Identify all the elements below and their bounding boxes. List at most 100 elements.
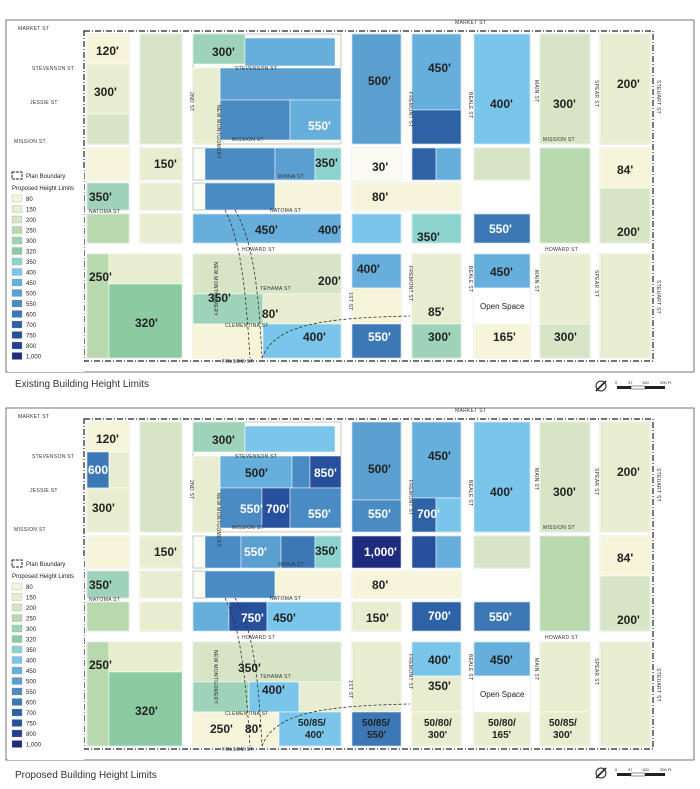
street-label: MAIN ST bbox=[533, 270, 539, 292]
open-space-label: Open Space bbox=[480, 690, 525, 699]
north-arrow-icon bbox=[595, 380, 607, 392]
legend-label: 750 bbox=[26, 334, 37, 340]
street-label: MAIN ST bbox=[533, 468, 539, 490]
height-label: 400' bbox=[490, 485, 513, 499]
legend: Plan Boundary Proposed Height Limits 80 1… bbox=[8, 168, 84, 372]
street-label: 1ST ST bbox=[347, 292, 353, 311]
street-label: 2ND ST bbox=[188, 92, 194, 112]
height-label: 450' bbox=[273, 611, 296, 625]
height-label: 80' bbox=[245, 722, 261, 736]
height-label: 350' bbox=[208, 291, 231, 305]
height-label: 700' bbox=[266, 502, 289, 516]
height-label: 165' bbox=[493, 330, 516, 344]
legend-label: 400 bbox=[26, 271, 37, 277]
height-label: 300' bbox=[92, 501, 115, 515]
height-label: 350' bbox=[238, 661, 261, 675]
street-label: STEUART ST bbox=[655, 80, 661, 114]
legend-label: 600 bbox=[26, 313, 37, 319]
legend-label: 800 bbox=[26, 344, 37, 350]
street-label: MISSION ST bbox=[232, 525, 264, 531]
height-label: 250' bbox=[89, 270, 112, 284]
legend-swatch bbox=[11, 352, 23, 360]
street-label: NATOMA ST bbox=[89, 597, 120, 603]
legend-items: 80 150 200 250 300 320 350 400 450 500 550 600 700 75… bbox=[11, 194, 42, 361]
street-label: NEW MONTGOMERY bbox=[212, 650, 218, 704]
height-label: 50/85/ bbox=[298, 718, 326, 729]
legend-swatch bbox=[11, 194, 23, 203]
legend-swatch bbox=[11, 226, 23, 234]
scale-bar: 0 37 100 200 Ft bbox=[615, 767, 672, 777]
height-label: 50/80/ bbox=[488, 718, 516, 729]
legend: Plan Boundary Proposed Height Limits 80 1… bbox=[8, 556, 84, 760]
street-label: MISSION ST bbox=[14, 527, 46, 533]
height-label: 165' bbox=[492, 730, 511, 741]
legend-label: 800 bbox=[26, 732, 37, 738]
legend-swatch bbox=[11, 278, 23, 287]
street-label: NATOMA ST bbox=[270, 596, 301, 602]
street-label: 2ND ST bbox=[188, 480, 194, 500]
height-label: 200' bbox=[617, 465, 640, 479]
height-label: 450' bbox=[490, 653, 513, 667]
height-label: 400' bbox=[357, 262, 380, 276]
height-label: 500' bbox=[368, 74, 391, 88]
height-label: 550' bbox=[368, 507, 391, 521]
height-label: 300' bbox=[212, 433, 235, 447]
scale-label: 37 bbox=[628, 380, 633, 385]
legend-boundary-label: Plan Boundary bbox=[26, 174, 65, 180]
legend-swatch bbox=[11, 656, 23, 664]
street-label: SPEAR ST bbox=[593, 80, 599, 107]
legend-label: 350 bbox=[26, 648, 37, 654]
legend-boundary-swatch bbox=[11, 171, 23, 180]
height-label: 850' bbox=[314, 466, 337, 480]
legend-label: 400 bbox=[26, 659, 37, 665]
height-label: 150' bbox=[154, 545, 177, 559]
height-label: 600' bbox=[88, 463, 111, 477]
street-label: STEVENSON ST bbox=[32, 454, 74, 460]
height-label: 120' bbox=[96, 432, 119, 446]
street-label: MISSION ST bbox=[543, 525, 575, 531]
scale-label: 37 bbox=[628, 767, 633, 772]
street-label: NEW MONTGOMERY bbox=[212, 262, 218, 316]
height-label: 550' bbox=[368, 330, 391, 344]
height-label: 1,000' bbox=[364, 545, 397, 559]
height-label: 300' bbox=[553, 485, 576, 499]
scale-label: 0 bbox=[615, 767, 618, 772]
height-label: 400' bbox=[303, 330, 326, 344]
legend-label: 80 bbox=[26, 197, 33, 203]
legend-label: 150 bbox=[26, 596, 37, 602]
height-label: 150' bbox=[154, 157, 177, 171]
legend-swatch bbox=[11, 645, 23, 654]
street-label: NEW MONTGOMERY bbox=[215, 493, 221, 547]
map-caption: Existing Building Height Limits bbox=[15, 379, 149, 390]
height-label: 350' bbox=[428, 679, 451, 693]
legend-swatch bbox=[11, 687, 23, 696]
height-label: 400' bbox=[262, 683, 285, 697]
street-label: NEW MONTGOMERY bbox=[215, 105, 221, 159]
street-label: MINNA ST bbox=[278, 562, 304, 568]
street-label: STEUART ST bbox=[655, 468, 661, 502]
legend-label: 600 bbox=[26, 701, 37, 707]
height-label: 700' bbox=[428, 609, 451, 623]
street-label: HOWARD ST bbox=[242, 247, 275, 253]
height-label: 550' bbox=[489, 610, 512, 624]
legend-swatch bbox=[11, 624, 23, 633]
street-labels: MARKET ST MARKET ST MISSION ST MISSION S… bbox=[14, 20, 661, 365]
height-labels: 120' 600' 300' 300' 500' 850' 500' 450' … bbox=[88, 432, 640, 741]
street-label: FREMONT ST bbox=[407, 266, 413, 301]
legend-label: 350 bbox=[26, 260, 37, 266]
open-space-label: Open Space bbox=[480, 302, 525, 311]
height-label: 50/85/ bbox=[362, 718, 390, 729]
legend-swatch bbox=[11, 289, 23, 297]
street-label: FREMONT ST bbox=[407, 92, 413, 127]
height-label: 400' bbox=[305, 730, 324, 741]
legend-label: 700 bbox=[26, 323, 37, 329]
height-label: 150' bbox=[366, 611, 389, 625]
height-parcels bbox=[86, 421, 651, 747]
street-label: HOWARD ST bbox=[242, 635, 275, 641]
legend-boundary-swatch bbox=[11, 559, 23, 568]
height-label: 30' bbox=[372, 160, 388, 174]
legend-label: 320 bbox=[26, 638, 37, 644]
bus-ramp-2 bbox=[234, 597, 263, 747]
height-label: 300' bbox=[553, 730, 572, 741]
